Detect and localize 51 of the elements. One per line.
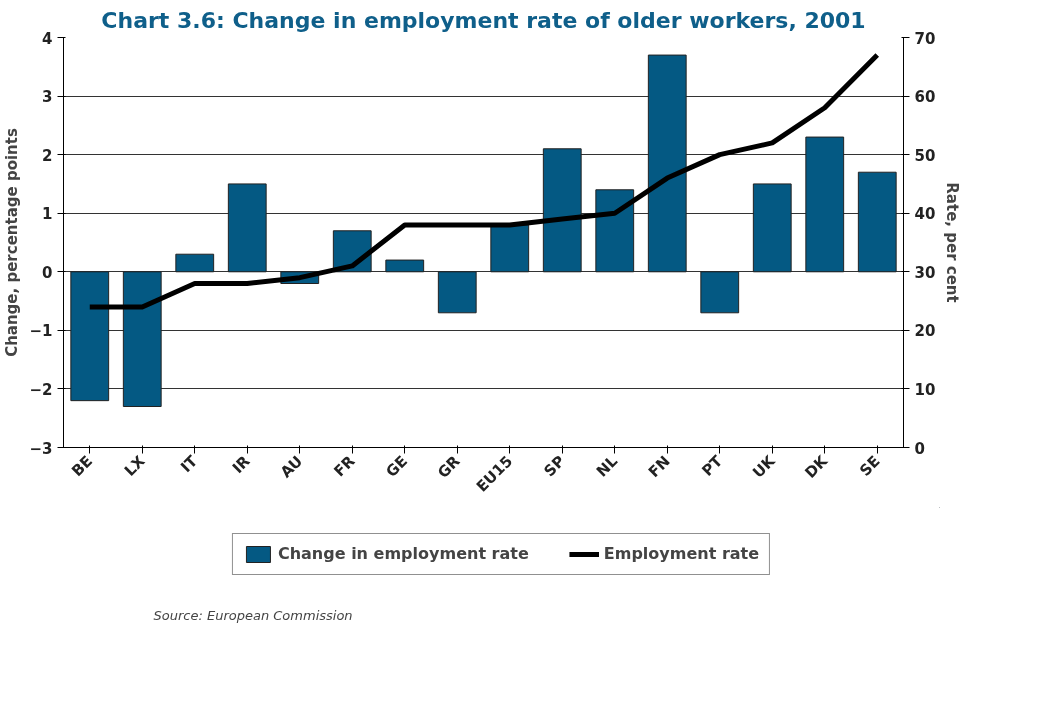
x-tick-label: UK: [749, 451, 780, 482]
y-tick-label: 3: [42, 88, 53, 107]
bar: [227, 183, 267, 273]
y2-tick-label: 70: [914, 29, 936, 48]
y2-tick-label: 60: [914, 88, 936, 107]
x-tick-label: PT: [698, 451, 727, 480]
bar: [437, 271, 477, 314]
y-tick-label: −2: [29, 380, 53, 399]
bar: [490, 224, 530, 273]
x-tick-label: BE: [68, 452, 97, 481]
y-axis-title: Change, percentage points: [3, 128, 22, 357]
bar: [752, 183, 792, 273]
y-tick-label: 4: [42, 29, 53, 48]
x-tick-label: DK: [801, 451, 833, 482]
x-tick-label: FN: [644, 452, 674, 481]
y2-tick-label: 10: [914, 380, 936, 399]
y2-tick-label: 40: [914, 205, 936, 224]
y2-axis-title: Rate, per cent: [943, 182, 962, 303]
bar: [542, 148, 582, 273]
y-tick-label: −1: [29, 322, 53, 341]
x-tick-label: GE: [382, 452, 412, 481]
y2-tick-label: 0: [914, 439, 925, 458]
y-tick-label: −3: [29, 439, 53, 458]
y2-tick-label: 50: [914, 146, 936, 165]
bar: [122, 271, 162, 407]
legend-label: Employment rate: [603, 544, 760, 563]
x-tick-label: SE: [856, 452, 884, 480]
x-tick-label: NL: [592, 451, 622, 481]
x-tick-label: GR: [434, 451, 464, 482]
bar: [70, 271, 110, 402]
bar: [595, 189, 635, 273]
bar: [805, 136, 845, 273]
bar: [385, 259, 425, 273]
bar: [700, 271, 740, 314]
y2-tick-label: 30: [914, 263, 936, 282]
legend-label: Change in employment rate: [277, 544, 529, 563]
y-tick-label: 2: [42, 146, 53, 165]
chart-title: Chart 3.6: Change in employment rate of older workers, 2001: [101, 7, 866, 33]
bar: [175, 253, 215, 273]
x-tick-label: LX: [120, 451, 149, 480]
x-tick-label: FR: [330, 451, 359, 481]
y2-tick-label: 20: [914, 322, 936, 341]
y-tick-label: 0: [42, 263, 53, 282]
bar: [647, 54, 687, 273]
x-tick-label: IR: [228, 451, 254, 477]
bar: [857, 171, 897, 273]
x-tick-label: SP: [540, 452, 569, 481]
x-tick-label: AU: [276, 452, 307, 482]
x-tick-label: IT: [177, 451, 202, 477]
source-note: Source: European Commission: [153, 607, 353, 623]
y-tick-label: 1: [42, 205, 53, 224]
